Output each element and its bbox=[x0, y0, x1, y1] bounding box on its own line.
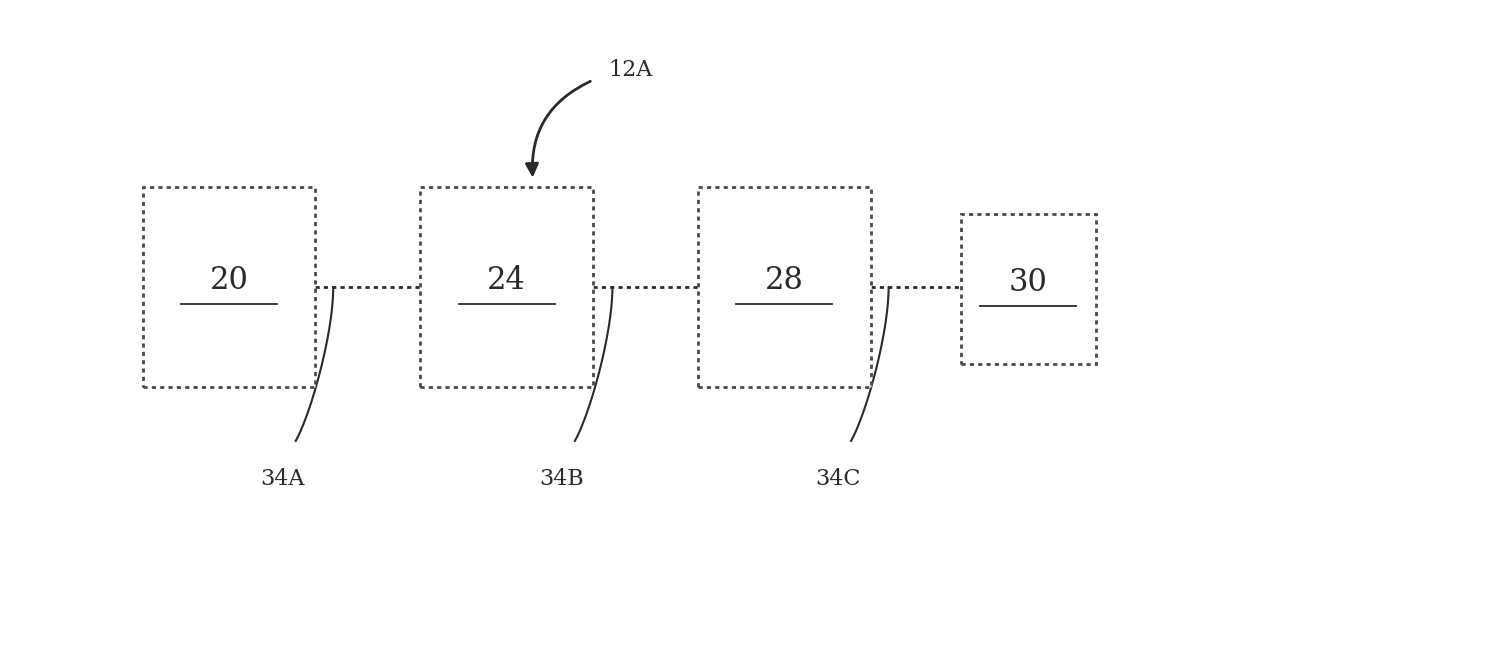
Text: 34C: 34C bbox=[815, 468, 860, 490]
FancyBboxPatch shape bbox=[698, 187, 871, 387]
Text: 34B: 34B bbox=[539, 468, 584, 490]
FancyBboxPatch shape bbox=[420, 187, 593, 387]
FancyBboxPatch shape bbox=[143, 187, 315, 387]
Text: 28: 28 bbox=[766, 265, 803, 296]
FancyBboxPatch shape bbox=[961, 214, 1096, 364]
Text: 20: 20 bbox=[210, 265, 248, 296]
Text: 24: 24 bbox=[488, 265, 525, 296]
Text: 30: 30 bbox=[1009, 267, 1048, 298]
Text: 34A: 34A bbox=[260, 468, 305, 490]
Text: 12A: 12A bbox=[608, 59, 651, 81]
